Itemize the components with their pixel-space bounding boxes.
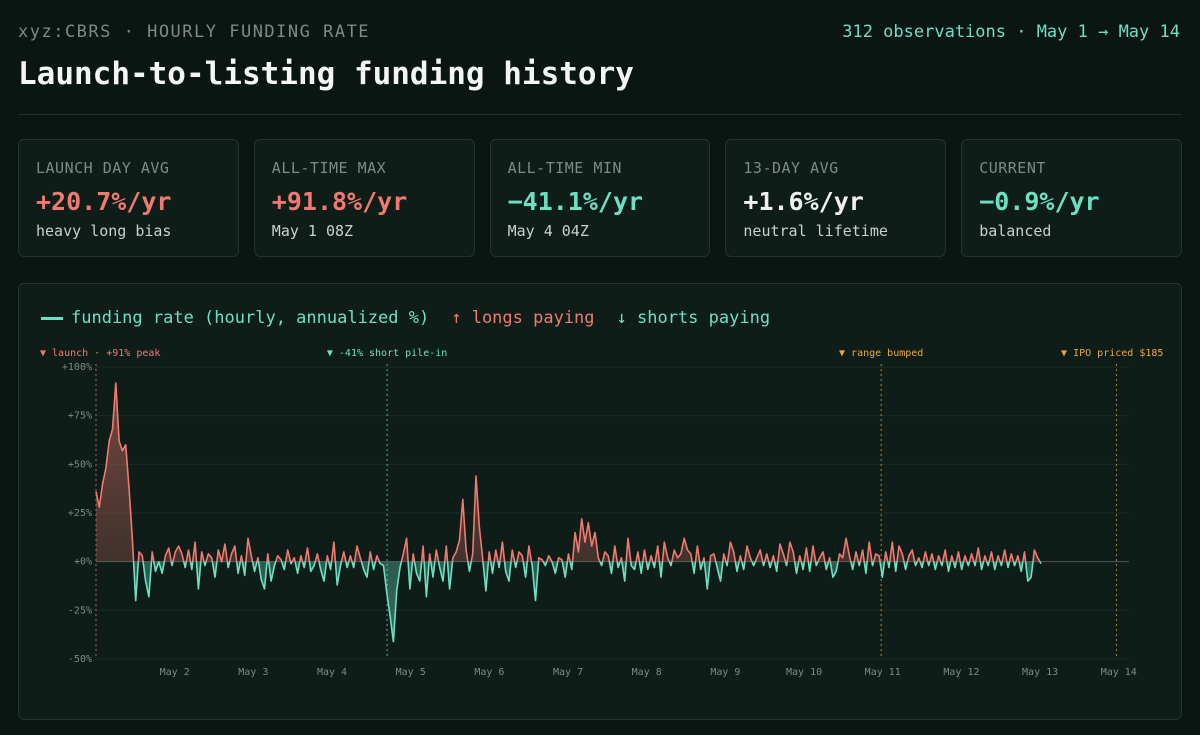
stat-value: −41.1%/yr bbox=[507, 187, 644, 216]
x-tick-label: May 10 bbox=[786, 667, 822, 678]
stat-note: May 4 04Z bbox=[507, 222, 589, 240]
legend-entry-shorts-paying: ↓ shorts paying bbox=[616, 308, 771, 328]
annotation-label: ▼ IPO priced $185 bbox=[1061, 348, 1163, 359]
stat-label: 13-DAY AVG bbox=[743, 159, 839, 177]
stat-note: neutral lifetime bbox=[743, 222, 888, 240]
stat-note: balanced bbox=[979, 222, 1052, 240]
chart-legend: funding rate (hourly, annualized %) ↑ lo… bbox=[41, 308, 770, 328]
y-tick-label: +50% bbox=[68, 459, 92, 470]
x-tick-label: May 7 bbox=[553, 667, 583, 678]
annotation-label: ▼ range bumped bbox=[839, 348, 923, 359]
stat-label: CURRENT bbox=[979, 159, 1046, 177]
stats-row: LAUNCH DAY AVG +20.7%/yr heavy long bias… bbox=[18, 139, 1182, 257]
stat-label: ALL-TIME MIN bbox=[507, 159, 622, 177]
y-tick-label: -25% bbox=[68, 605, 92, 616]
legend-entry-longs-paying: ↑ longs paying bbox=[451, 308, 595, 328]
y-tick-label: -50% bbox=[68, 654, 92, 665]
x-tick-label: May 4 bbox=[317, 667, 347, 678]
stat-value: +20.7%/yr bbox=[36, 187, 172, 216]
x-tick-label: May 5 bbox=[396, 667, 426, 678]
x-tick-label: May 14 bbox=[1101, 667, 1137, 678]
funding-rate-chart: +100% +75% +50% +25% +0% -25% -50% May 2 May 3 Ma… bbox=[40, 348, 1163, 678]
stat-note: May 1 08Z bbox=[271, 222, 354, 240]
stat-value: +91.8%/yr bbox=[271, 187, 408, 216]
y-tick-label: +0% bbox=[74, 557, 92, 568]
stat-card-launch-day-avg: LAUNCH DAY AVG +20.7%/yr heavy long bias bbox=[18, 139, 239, 257]
x-tick-label: May 13 bbox=[1022, 667, 1058, 678]
positive-area-fill bbox=[96, 383, 1040, 562]
header-divider bbox=[18, 114, 1182, 115]
stat-label: LAUNCH DAY AVG bbox=[36, 159, 170, 177]
annotation-label: ▼ launch · +91% peak bbox=[40, 348, 160, 359]
stat-card-all-time-min: ALL-TIME MIN −41.1%/yr May 4 04Z bbox=[489, 139, 711, 257]
y-tick-label: +75% bbox=[68, 411, 92, 422]
x-tick-label: May 2 bbox=[160, 667, 190, 678]
stat-value: −0.9%/yr bbox=[979, 187, 1100, 216]
funding-rate-line-negative bbox=[132, 561, 1042, 643]
annotation-label: ▼ -41% short pile-in bbox=[327, 348, 447, 359]
stat-card-13-day-avg: 13-DAY AVG +1.6%/yr neutral lifetime bbox=[725, 139, 947, 257]
header: xyz:CBRS · HOURLY FUNDING RATE 312 obser… bbox=[18, 20, 1182, 116]
x-tick-label: May 9 bbox=[710, 667, 740, 678]
legend-line-swatch bbox=[41, 316, 63, 320]
stat-card-current: CURRENT −0.9%/yr balanced bbox=[961, 139, 1182, 257]
x-tick-label: May 12 bbox=[943, 667, 979, 678]
x-tick-label: May 11 bbox=[865, 667, 901, 678]
stat-note: heavy long bias bbox=[36, 222, 172, 240]
x-tick-label: May 3 bbox=[238, 667, 268, 678]
x-tick-label: May 8 bbox=[632, 667, 662, 678]
x-tick-label: May 6 bbox=[474, 667, 504, 678]
y-tick-label: +25% bbox=[68, 508, 92, 519]
negative-area-fill bbox=[96, 561, 1041, 642]
stat-card-all-time-max: ALL-TIME MAX +91.8%/yr May 1 08Z bbox=[253, 139, 475, 257]
funding-rate-line-positive bbox=[95, 382, 1041, 562]
stat-label: ALL-TIME MAX bbox=[271, 159, 387, 177]
chart-panel: funding rate (hourly, annualized %) ↑ lo… bbox=[18, 283, 1182, 720]
y-tick-label: +100% bbox=[62, 362, 92, 373]
legend-entry-funding-rate: funding rate (hourly, annualized %) bbox=[71, 308, 430, 328]
observations-summary: 312 observations · May 1 → May 14 bbox=[842, 22, 1180, 42]
chart-subtitle: xyz:CBRS · HOURLY FUNDING RATE bbox=[18, 22, 371, 42]
page-title: Launch-to-listing funding history bbox=[18, 56, 634, 92]
stat-value: +1.6%/yr bbox=[743, 187, 864, 216]
